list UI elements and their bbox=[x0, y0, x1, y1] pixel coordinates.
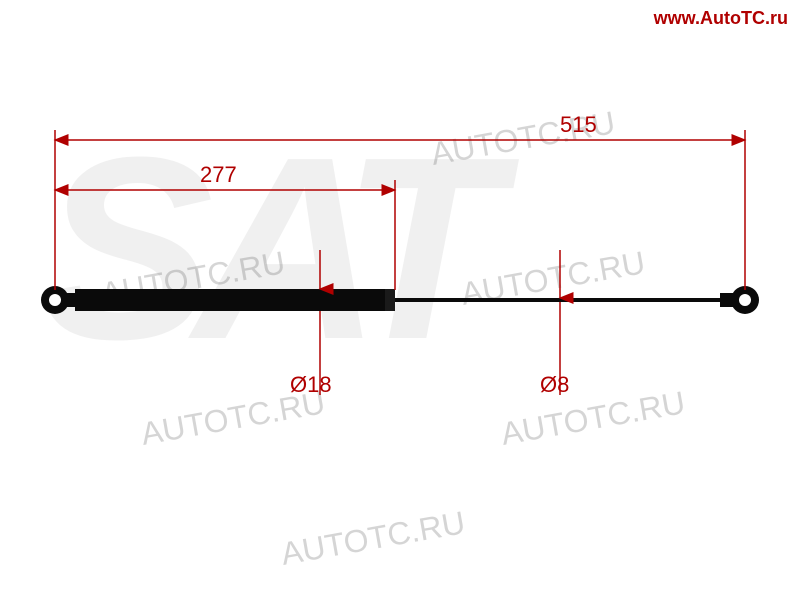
strut-body bbox=[75, 289, 395, 311]
label-rod-diameter: Ø8 bbox=[540, 372, 569, 398]
label-total-length: 515 bbox=[560, 112, 597, 138]
strut-rod bbox=[395, 298, 725, 302]
right-eyelet bbox=[720, 286, 759, 314]
left-eyelet bbox=[41, 286, 80, 314]
label-body-length: 277 bbox=[200, 162, 237, 188]
strut-body-cap bbox=[385, 289, 395, 311]
label-body-diameter: Ø18 bbox=[290, 372, 332, 398]
strut-diagram bbox=[0, 0, 800, 600]
